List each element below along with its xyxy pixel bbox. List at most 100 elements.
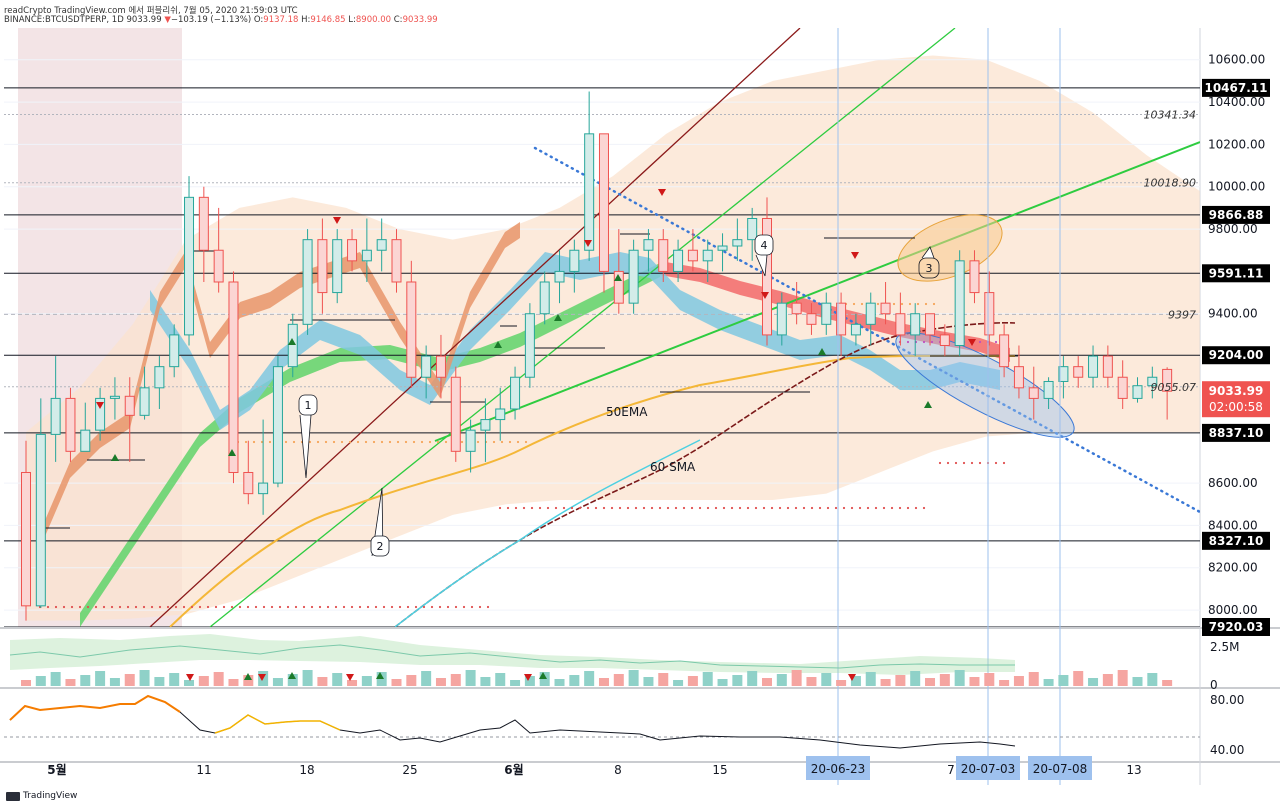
volume-bar: [139, 670, 150, 686]
dot-row: [406, 605, 410, 609]
open-value: 9137.18: [263, 15, 299, 25]
dot-row: [214, 605, 218, 609]
dot-row: [70, 605, 74, 609]
dot-row: [222, 605, 226, 609]
volume-bar: [865, 672, 876, 686]
candle-body: [139, 387, 150, 416]
dot-row: [834, 506, 838, 510]
dot-row: [292, 440, 296, 444]
volume-bar: [1147, 673, 1158, 686]
dot-row: [900, 302, 904, 306]
callout-3-label: 3: [926, 262, 933, 275]
volume-bar: [747, 671, 758, 686]
candle-body: [258, 482, 269, 495]
volume-bar: [1013, 676, 1024, 686]
volume-bar: [124, 674, 135, 686]
volume-down-signal-icon: [346, 674, 354, 681]
dot-row: [762, 506, 766, 510]
dot-row: [382, 605, 386, 609]
dot-row: [94, 605, 98, 609]
dot-row: [786, 506, 790, 510]
candle-body: [287, 323, 298, 368]
dot-row: [54, 605, 58, 609]
dot-row: [436, 440, 440, 444]
rsi-line: [9, 695, 1016, 749]
y-tick-label: 9400.00: [1208, 307, 1258, 321]
candle-body: [791, 302, 802, 315]
volume-bar: [406, 675, 417, 686]
callout-4-label: 4: [761, 239, 768, 252]
dot-row: [516, 440, 520, 444]
dot-row: [414, 605, 418, 609]
dot-row: [350, 605, 354, 609]
volume-bar: [836, 680, 847, 686]
y-tick-label: 8200.00: [1208, 561, 1258, 575]
price-level-dashed-label: 10341.34: [1144, 108, 1197, 121]
candle-body: [643, 239, 654, 251]
dot-row: [794, 506, 798, 510]
dot-row: [476, 440, 480, 444]
dot-row: [364, 440, 368, 444]
candle-body: [539, 281, 550, 315]
dot-row: [404, 440, 408, 444]
price-level-tag-label: 9866.88: [1209, 208, 1264, 222]
dot-row: [562, 506, 566, 510]
dot-row: [294, 605, 298, 609]
dot-row: [462, 605, 466, 609]
dot-row: [390, 605, 394, 609]
high-value: 9146.85: [310, 15, 346, 25]
volume-bar: [673, 680, 684, 686]
candle-body: [65, 397, 76, 452]
dot-row: [546, 506, 550, 510]
bar-countdown-label: 02:00:58: [1209, 400, 1263, 414]
dot-row: [284, 440, 288, 444]
cloud-green: [80, 263, 660, 627]
volume-bar: [984, 673, 995, 686]
candle-body: [50, 397, 61, 435]
dot-row: [754, 506, 758, 510]
dot-row: [500, 440, 504, 444]
volume-bar: [272, 678, 283, 686]
volume-bar: [80, 675, 91, 686]
candles: [21, 91, 1173, 621]
volume-bar: [895, 675, 906, 686]
dot-row: [514, 506, 518, 510]
dot-row: [198, 605, 202, 609]
dot-row: [994, 340, 998, 344]
volume-bar: [569, 675, 580, 686]
tradingview-logo[interactable]: TradingView: [6, 791, 77, 801]
volume-bar: [50, 672, 61, 686]
date-marker-tag: [806, 756, 870, 780]
volume-bar: [154, 677, 165, 686]
dot-row: [380, 440, 384, 444]
symbol-label[interactable]: BINANCE:BTCUSDTPERP, 1D: [4, 15, 124, 25]
candle-body: [1028, 387, 1039, 399]
dot-row: [874, 506, 878, 510]
dot-row: [348, 440, 352, 444]
volume-bar: [510, 680, 521, 686]
candle-body: [1147, 376, 1158, 387]
dot-row: [340, 440, 344, 444]
volume-bar: [584, 671, 595, 686]
candle-body: [717, 245, 728, 251]
red-trendline: [149, 28, 801, 627]
dot-row: [852, 302, 856, 306]
sell-signal-icon: [584, 240, 592, 247]
price-level-dashed-label: 9397: [1168, 308, 1196, 321]
callout-2-label: 2: [377, 540, 384, 553]
dot-row: [302, 605, 306, 609]
dot-row: [954, 461, 958, 465]
price-level-tag-label: 8837.10: [1209, 426, 1264, 440]
candle-body: [510, 376, 521, 410]
bollinger-envelope: [26, 55, 1200, 621]
dot-row: [190, 605, 194, 609]
volume-bar: [1028, 672, 1039, 686]
candle-body: [450, 376, 461, 452]
buy-signal-icon: [494, 341, 502, 348]
callout-1-pointer: [299, 414, 312, 479]
candle-body: [939, 334, 950, 346]
candle-body: [465, 429, 476, 452]
dot-row: [134, 605, 138, 609]
dot-row: [892, 302, 896, 306]
